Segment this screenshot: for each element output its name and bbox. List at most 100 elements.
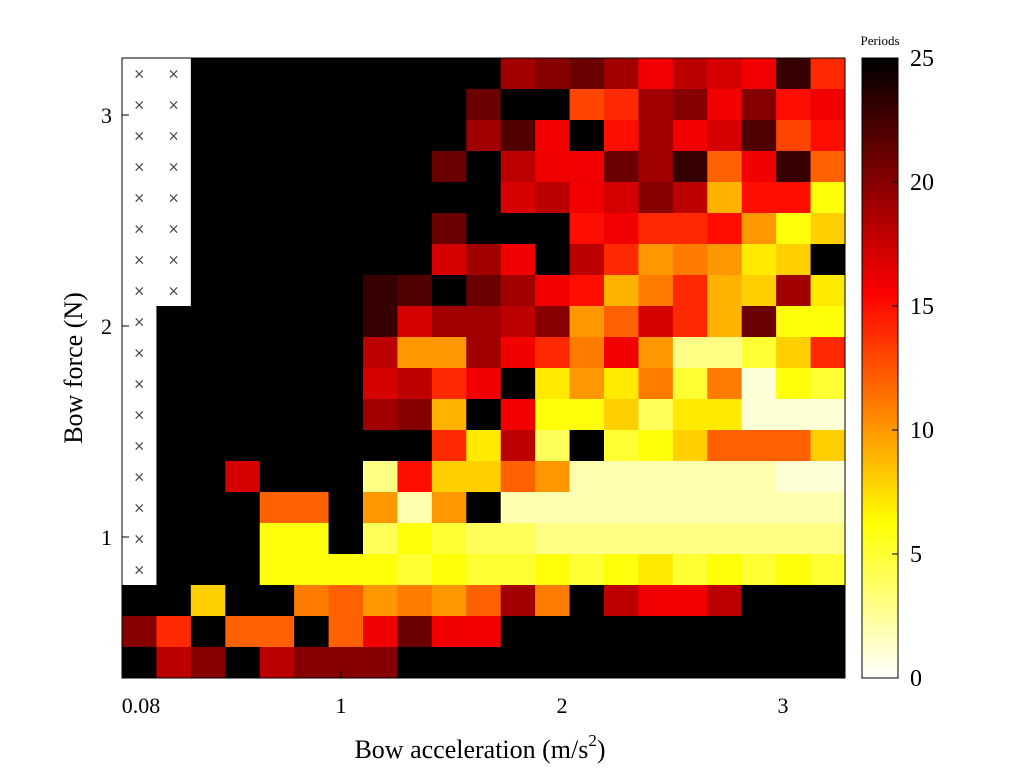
heatmap-cell: [466, 492, 502, 524]
heatmap-cell: [535, 337, 571, 369]
heatmap-cell: [431, 306, 467, 338]
heatmap-cell: [569, 337, 605, 369]
heatmap-cell: [466, 244, 502, 276]
heatmap-cell: [259, 306, 295, 338]
heatmap-cell: [466, 89, 502, 121]
heatmap-cell: [535, 151, 571, 183]
heatmap-cell: [500, 616, 536, 648]
colorbar-tick-label: 10: [910, 418, 934, 444]
heatmap-cell: [328, 616, 364, 648]
heatmap-cell: [810, 244, 846, 276]
heatmap-cell: [397, 430, 433, 462]
heatmap-cell: [328, 647, 364, 679]
heatmap-cell: [363, 306, 398, 338]
heatmap-cell: [776, 585, 812, 617]
heatmap-cell: [363, 523, 398, 555]
heatmap-cell: [672, 647, 708, 679]
heatmap-cell-empty: [156, 182, 192, 214]
heatmap-cell: [535, 647, 571, 679]
heatmap-cell-empty: [122, 368, 157, 400]
heatmap-cell: [707, 244, 743, 276]
heatmap-cell: [810, 554, 846, 586]
heatmap-cell: [225, 275, 261, 307]
x-tick-label: 3: [778, 693, 789, 718]
heatmap-cell: [466, 461, 502, 493]
missing-marker: ×: [133, 532, 145, 548]
heatmap-cell: [672, 120, 708, 152]
heatmap-cell-empty: [156, 89, 192, 121]
heatmap-cell: [672, 58, 708, 90]
heatmap-cell: [776, 616, 812, 648]
heatmap-cell: [156, 430, 192, 462]
heatmap-cell: [638, 337, 674, 369]
missing-marker: ×: [168, 222, 180, 238]
heatmap-cell: [569, 120, 605, 152]
heatmap-cell: [397, 523, 433, 555]
heatmap-cell: [638, 616, 674, 648]
heatmap-cell-empty: [122, 58, 157, 90]
heatmap-cell: [363, 585, 398, 617]
heatmap-cell: [500, 213, 536, 245]
heatmap-cell: [776, 182, 812, 214]
heatmap-cell: [225, 151, 261, 183]
heatmap-cell: [225, 399, 261, 431]
heatmap-cell-empty: [122, 120, 157, 152]
missing-marker: ×: [133, 563, 145, 579]
heatmap-cell: [190, 182, 226, 214]
heatmap-cell: [638, 151, 674, 183]
heatmap-cell: [225, 647, 261, 679]
heatmap-cell: [569, 430, 605, 462]
heatmap-cell: [810, 399, 846, 431]
heatmap-cell: [397, 368, 433, 400]
x-axis-label-sup: 2: [588, 731, 597, 750]
heatmap-cell: [328, 337, 364, 369]
heatmap-cell: [535, 492, 571, 524]
heatmap-cell: [225, 337, 261, 369]
heatmap-cell: [638, 275, 674, 307]
heatmap-cell: [225, 89, 261, 121]
heatmap-cell: [363, 275, 398, 307]
heatmap-cell: [466, 523, 502, 555]
heatmap-cell: [156, 399, 192, 431]
heatmap-cell: [569, 492, 605, 524]
heatmap-cell: [569, 151, 605, 183]
heatmap-cell: [156, 306, 192, 338]
heatmap-cell: [604, 213, 639, 245]
heatmap-cell: [500, 275, 536, 307]
heatmap-cell: [535, 368, 571, 400]
heatmap-cell-empty: [122, 182, 157, 214]
heatmap-cell: [466, 585, 502, 617]
heatmap-cell: [776, 430, 812, 462]
heatmap-cell: [294, 58, 330, 90]
heatmap-cell: [259, 213, 295, 245]
colorbar: Periods 0 5 10 15 20 25: [861, 33, 935, 692]
heatmap-cell: [397, 58, 433, 90]
heatmap-cell: [294, 461, 330, 493]
missing-marker: ×: [133, 222, 145, 238]
missing-marker: ×: [133, 470, 145, 486]
heatmap-cell: [535, 523, 571, 555]
heatmap-cell: [328, 182, 364, 214]
heatmap-cell: [638, 58, 674, 90]
heatmap-cell: [328, 120, 364, 152]
missing-marker: ×: [133, 129, 145, 145]
heatmap-cell: [294, 337, 330, 369]
heatmap-cell: [431, 244, 467, 276]
heatmap-cell: [431, 430, 467, 462]
heatmap-cell-empty: [122, 337, 157, 369]
heatmap-cell: [707, 58, 743, 90]
heatmap-cell: [707, 275, 743, 307]
heatmap-cell: [431, 492, 467, 524]
heatmap-cell-empty: [156, 244, 192, 276]
heatmap-cell: [363, 213, 398, 245]
heatmap-cell: [294, 585, 330, 617]
heatmap-cell: [363, 461, 398, 493]
heatmap-cell: [190, 647, 226, 679]
heatmap-cell: [190, 585, 226, 617]
heatmap-cell: [397, 554, 433, 586]
heatmap-cell: [225, 585, 261, 617]
heatmap-cell: [466, 213, 502, 245]
heatmap-cell: [363, 368, 398, 400]
heatmap-cell: [500, 523, 536, 555]
heatmap-cell: [294, 492, 330, 524]
